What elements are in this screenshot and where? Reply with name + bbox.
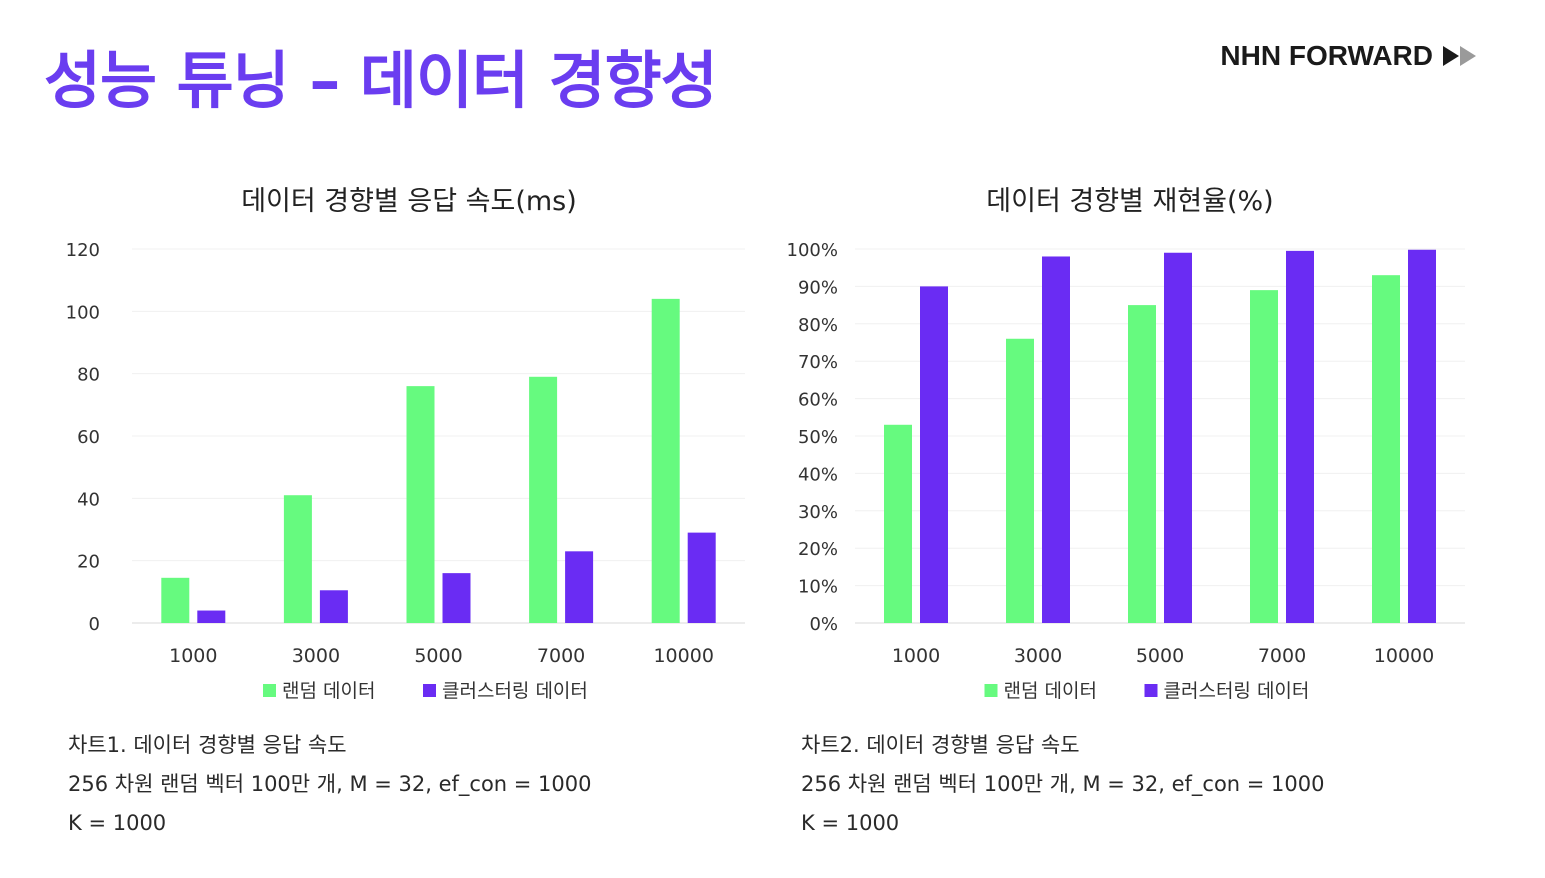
bar-clustered (1164, 252, 1192, 623)
x-tick-label: 3000 (1014, 645, 1062, 667)
recall-chart: 데이터 경향별 재현율(%) 0% 10% 20% 30% 40% 50% 60% 70% 80%… (787, 186, 1465, 702)
bar-random (1128, 305, 1156, 623)
y-tick-label: 0% (809, 614, 838, 635)
bar-random (884, 424, 912, 623)
y-tick-label: 80 (77, 365, 100, 386)
y-tick-label: 90% (798, 277, 838, 298)
bar-clustered (920, 286, 948, 623)
caption-line: 차트1. 데이터 경향별 응답 속도 (68, 733, 347, 757)
bar-clustered (565, 551, 594, 623)
bar-random (1006, 338, 1034, 623)
bar-clustered (319, 590, 348, 623)
bar-clustered (442, 573, 471, 623)
legend-swatch-random (263, 684, 276, 697)
bar-clustered (1408, 249, 1436, 624)
legend-swatch-random (984, 684, 998, 697)
chart1-caption: 차트1. 데이터 경향별 응답 속도 256 차원 랜덤 벡터 100만 개, … (68, 726, 592, 843)
legend-swatch-clustered (423, 684, 436, 697)
bar-clustered (197, 610, 226, 623)
x-tick-label: 5000 (414, 645, 462, 667)
y-tick-label: 70% (798, 352, 838, 373)
slide-title: 성능 튜닝 – 데이터 경향성 (44, 44, 718, 117)
y-tick-label: 100% (787, 240, 838, 261)
play-arrows-icon (1443, 44, 1485, 68)
y-tick-label: 40 (77, 489, 100, 510)
x-tick-label: 5000 (1136, 645, 1184, 667)
legend-label: 클러스터링 데이터 (442, 680, 588, 702)
caption-line: K = 1000 (801, 811, 900, 835)
bar-clustered (687, 532, 716, 623)
brand-name: NHN FORWARD (1220, 40, 1433, 71)
bar-random (651, 298, 680, 623)
bar-random (406, 386, 435, 623)
bar-clustered (1042, 256, 1070, 623)
caption-line: 차트2. 데이터 경향별 응답 속도 (801, 733, 1080, 757)
x-tick-label: 7000 (537, 645, 585, 667)
y-tick-label: 10% (798, 577, 838, 598)
y-tick-label: 20% (798, 539, 838, 560)
bar-random (1372, 275, 1400, 623)
caption-line: 256 차원 랜덤 벡터 100만 개, M = 32, ef_con = 10… (68, 772, 592, 796)
legend-label: 랜덤 데이터 (1004, 680, 1097, 702)
caption-line: K = 1000 (68, 811, 167, 835)
x-tick-label: 10000 (1374, 645, 1434, 667)
y-tick-label: 30% (798, 502, 838, 523)
y-tick-label: 60 (77, 427, 100, 448)
brand-logo: NHN FORWARD (1220, 40, 1485, 72)
x-tick-label: 10000 (653, 645, 713, 667)
chart-title: 데이터 경향별 재현율(%) (986, 186, 1273, 217)
bar-random (1250, 290, 1278, 623)
legend-label: 랜덤 데이터 (282, 680, 375, 702)
y-tick-label: 60% (798, 390, 838, 411)
chart-title: 데이터 경향별 응답 속도(ms) (241, 186, 577, 217)
legend-label: 클러스터링 데이터 (1164, 680, 1310, 702)
x-tick-label: 1000 (169, 645, 217, 667)
y-tick-label: 100 (66, 302, 100, 323)
bar-random (529, 376, 558, 623)
bar-clustered (1286, 250, 1314, 623)
chart2-caption: 차트2. 데이터 경향별 응답 속도 256 차원 랜덤 벡터 100만 개, … (801, 726, 1325, 843)
x-tick-label: 7000 (1258, 645, 1306, 667)
legend-swatch-clustered (1144, 684, 1158, 697)
x-tick-label: 1000 (892, 645, 940, 667)
y-tick-label: 20 (77, 552, 100, 573)
y-tick-label: 40% (798, 464, 838, 485)
caption-line: 256 차원 랜덤 벡터 100만 개, M = 32, ef_con = 10… (801, 772, 1325, 796)
bar-random (283, 495, 312, 623)
response-time-chart: 데이터 경향별 응답 속도(ms) 0 20 40 60 80 100 120 1000 3000… (66, 186, 745, 702)
y-tick-label: 0 (89, 614, 100, 635)
y-tick-label: 120 (66, 240, 100, 261)
bar-random (161, 577, 190, 623)
y-tick-label: 50% (798, 427, 838, 448)
x-tick-label: 3000 (292, 645, 340, 667)
y-tick-label: 80% (798, 315, 838, 336)
